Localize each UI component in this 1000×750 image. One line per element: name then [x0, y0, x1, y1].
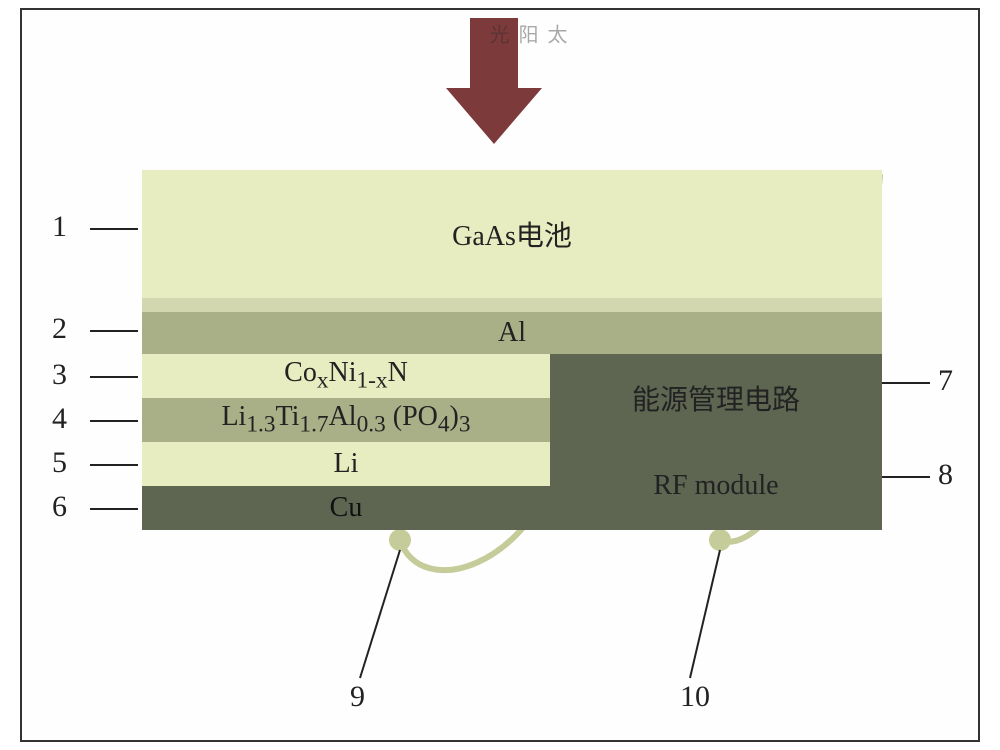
layer-label-li: Li — [334, 448, 359, 480]
tick-8 — [882, 476, 930, 478]
label-9: 9 — [350, 680, 365, 714]
tick-3 — [90, 376, 138, 378]
label-5: 5 — [52, 446, 67, 480]
layer-al: Al — [142, 312, 882, 354]
tick-2 — [90, 330, 138, 332]
layer-label-lpo: Li1.3Ti1.7Al0.3 (PO4)3 — [221, 401, 470, 439]
label-6: 6 — [52, 490, 67, 524]
label-7: 7 — [938, 364, 953, 398]
layer-label-cu: Cu — [330, 492, 363, 524]
arrow-label: 太阳光 — [483, 24, 570, 40]
layer-label-al: Al — [498, 317, 526, 349]
layer-cu: Cu — [142, 486, 550, 530]
arrow-head-icon — [446, 88, 542, 144]
tick-6 — [90, 508, 138, 510]
layer-lpo: Li1.3Ti1.7Al0.3 (PO4)3 — [142, 398, 550, 442]
layer-li: Li — [142, 442, 550, 486]
layer-thin — [142, 298, 882, 312]
layer-rf: RF module — [550, 442, 882, 530]
tick-5 — [90, 464, 138, 466]
tick-7 — [882, 382, 930, 384]
diagram-canvas: 太阳光 GaAs电池 Al CoxNi1-xN Li1.3Ti1.7Al0.3 (PO… — [0, 0, 1000, 750]
layer-label-emc: 能源管理电路 — [632, 378, 800, 418]
label-4: 4 — [52, 402, 67, 436]
tick-4 — [90, 420, 138, 422]
label-2: 2 — [52, 312, 67, 346]
layer-label-rf: RF module — [653, 470, 778, 502]
label-1: 1 — [52, 210, 67, 244]
layer-label-gaas: GaAs电池 — [452, 214, 572, 254]
label-10: 10 — [680, 680, 710, 714]
layer-label-coni: CoxNi1-xN — [284, 357, 408, 395]
layer-coni: CoxNi1-xN — [142, 354, 550, 398]
layer-emc: 能源管理电路 — [550, 354, 882, 442]
label-3: 3 — [52, 358, 67, 392]
layer-gaas: GaAs电池 — [142, 170, 882, 298]
label-8: 8 — [938, 458, 953, 492]
tick-1 — [90, 228, 138, 230]
